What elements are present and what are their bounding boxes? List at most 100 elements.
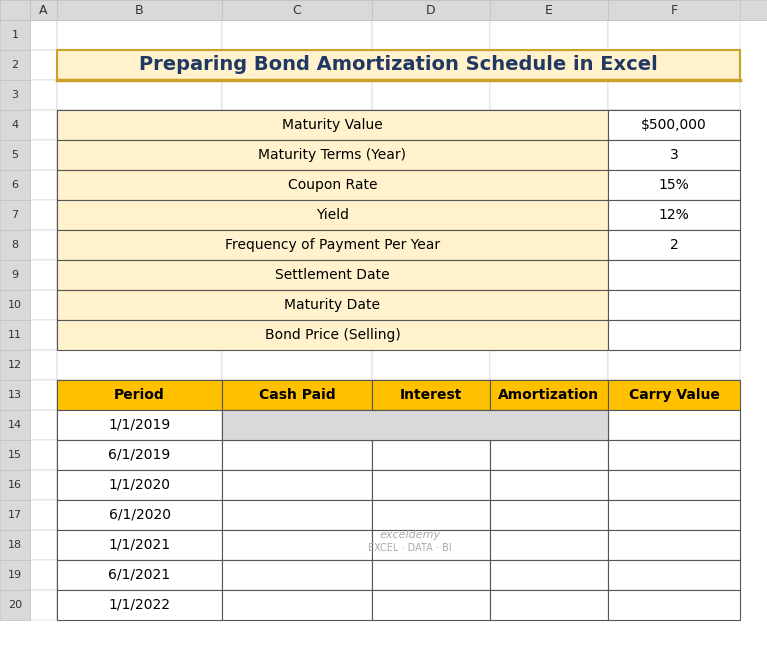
Bar bbox=[222, 410, 372, 440]
Bar bbox=[0, 260, 30, 290]
Bar bbox=[57, 380, 222, 410]
Bar bbox=[608, 560, 740, 590]
Bar bbox=[57, 80, 222, 110]
Bar bbox=[372, 320, 490, 350]
Bar bbox=[30, 440, 57, 470]
Bar bbox=[57, 590, 222, 620]
Bar bbox=[57, 20, 222, 50]
Bar bbox=[222, 350, 372, 380]
Bar bbox=[57, 500, 222, 530]
Bar bbox=[490, 410, 608, 440]
Text: Maturity Terms (Year): Maturity Terms (Year) bbox=[258, 148, 407, 162]
Bar bbox=[30, 80, 57, 110]
Bar bbox=[372, 380, 490, 410]
Bar bbox=[57, 320, 222, 350]
Bar bbox=[608, 470, 740, 500]
Bar bbox=[608, 80, 740, 110]
Text: 7: 7 bbox=[12, 210, 18, 220]
Bar bbox=[0, 590, 30, 620]
Bar bbox=[372, 440, 490, 470]
Bar bbox=[222, 200, 372, 230]
Bar bbox=[372, 200, 490, 230]
Bar bbox=[222, 590, 372, 620]
Bar bbox=[57, 410, 222, 440]
Bar bbox=[57, 530, 222, 560]
Text: Maturity Value: Maturity Value bbox=[282, 118, 383, 132]
Bar bbox=[372, 590, 490, 620]
Bar bbox=[608, 320, 740, 350]
Bar bbox=[30, 230, 57, 260]
Bar bbox=[372, 470, 490, 500]
Bar bbox=[30, 20, 57, 50]
Bar bbox=[222, 260, 372, 290]
Bar bbox=[0, 380, 30, 410]
Bar bbox=[30, 170, 57, 200]
Bar bbox=[57, 260, 222, 290]
Bar bbox=[372, 410, 490, 440]
Bar bbox=[0, 80, 30, 110]
Bar bbox=[608, 290, 740, 320]
Text: 10: 10 bbox=[8, 300, 22, 310]
Text: 6/1/2021: 6/1/2021 bbox=[108, 568, 170, 582]
Text: 2: 2 bbox=[12, 60, 18, 70]
Bar bbox=[222, 50, 372, 80]
Text: Settlement Date: Settlement Date bbox=[275, 268, 390, 282]
Bar bbox=[372, 260, 490, 290]
Bar bbox=[608, 440, 740, 470]
Bar bbox=[57, 200, 608, 230]
Bar bbox=[30, 470, 57, 500]
Bar bbox=[490, 80, 608, 110]
Bar bbox=[490, 380, 608, 410]
Bar bbox=[222, 440, 372, 470]
Bar bbox=[608, 0, 740, 20]
Bar bbox=[608, 350, 740, 380]
Text: $500,000: $500,000 bbox=[641, 118, 707, 132]
Bar bbox=[222, 560, 372, 590]
Bar bbox=[372, 290, 490, 320]
Bar bbox=[372, 560, 490, 590]
Bar bbox=[57, 140, 608, 170]
Bar bbox=[222, 380, 372, 410]
Bar bbox=[608, 140, 740, 170]
Text: 18: 18 bbox=[8, 540, 22, 550]
Bar bbox=[372, 230, 490, 260]
Bar bbox=[57, 290, 608, 320]
Bar bbox=[0, 530, 30, 560]
Bar bbox=[30, 560, 57, 590]
Bar bbox=[57, 470, 222, 500]
Text: exceldemy: exceldemy bbox=[380, 530, 440, 540]
Bar bbox=[490, 200, 608, 230]
Bar bbox=[608, 260, 740, 290]
Bar bbox=[30, 0, 57, 20]
Bar bbox=[0, 20, 30, 50]
Bar bbox=[57, 200, 222, 230]
Bar bbox=[490, 260, 608, 290]
Text: F: F bbox=[670, 3, 677, 16]
Text: 19: 19 bbox=[8, 570, 22, 580]
Bar bbox=[222, 290, 372, 320]
Text: 6/1/2020: 6/1/2020 bbox=[108, 508, 170, 522]
Bar bbox=[372, 380, 490, 410]
Bar bbox=[30, 200, 57, 230]
Bar bbox=[57, 380, 222, 410]
Text: 1/1/2021: 1/1/2021 bbox=[108, 538, 170, 552]
Bar bbox=[0, 140, 30, 170]
Bar bbox=[222, 530, 372, 560]
Text: 12: 12 bbox=[8, 360, 22, 370]
Text: 4: 4 bbox=[12, 120, 18, 130]
Bar bbox=[30, 110, 57, 140]
Bar bbox=[57, 560, 222, 590]
Bar bbox=[372, 440, 490, 470]
Bar bbox=[30, 380, 57, 410]
Text: Preparing Bond Amortization Schedule in Excel: Preparing Bond Amortization Schedule in … bbox=[139, 55, 658, 74]
Bar bbox=[0, 560, 30, 590]
Bar bbox=[608, 170, 740, 200]
Bar bbox=[372, 470, 490, 500]
Text: E: E bbox=[545, 3, 553, 16]
Bar bbox=[0, 0, 30, 20]
Bar bbox=[372, 500, 490, 530]
Text: 16: 16 bbox=[8, 480, 22, 490]
Bar bbox=[490, 0, 608, 20]
Bar bbox=[30, 590, 57, 620]
Bar bbox=[490, 470, 608, 500]
